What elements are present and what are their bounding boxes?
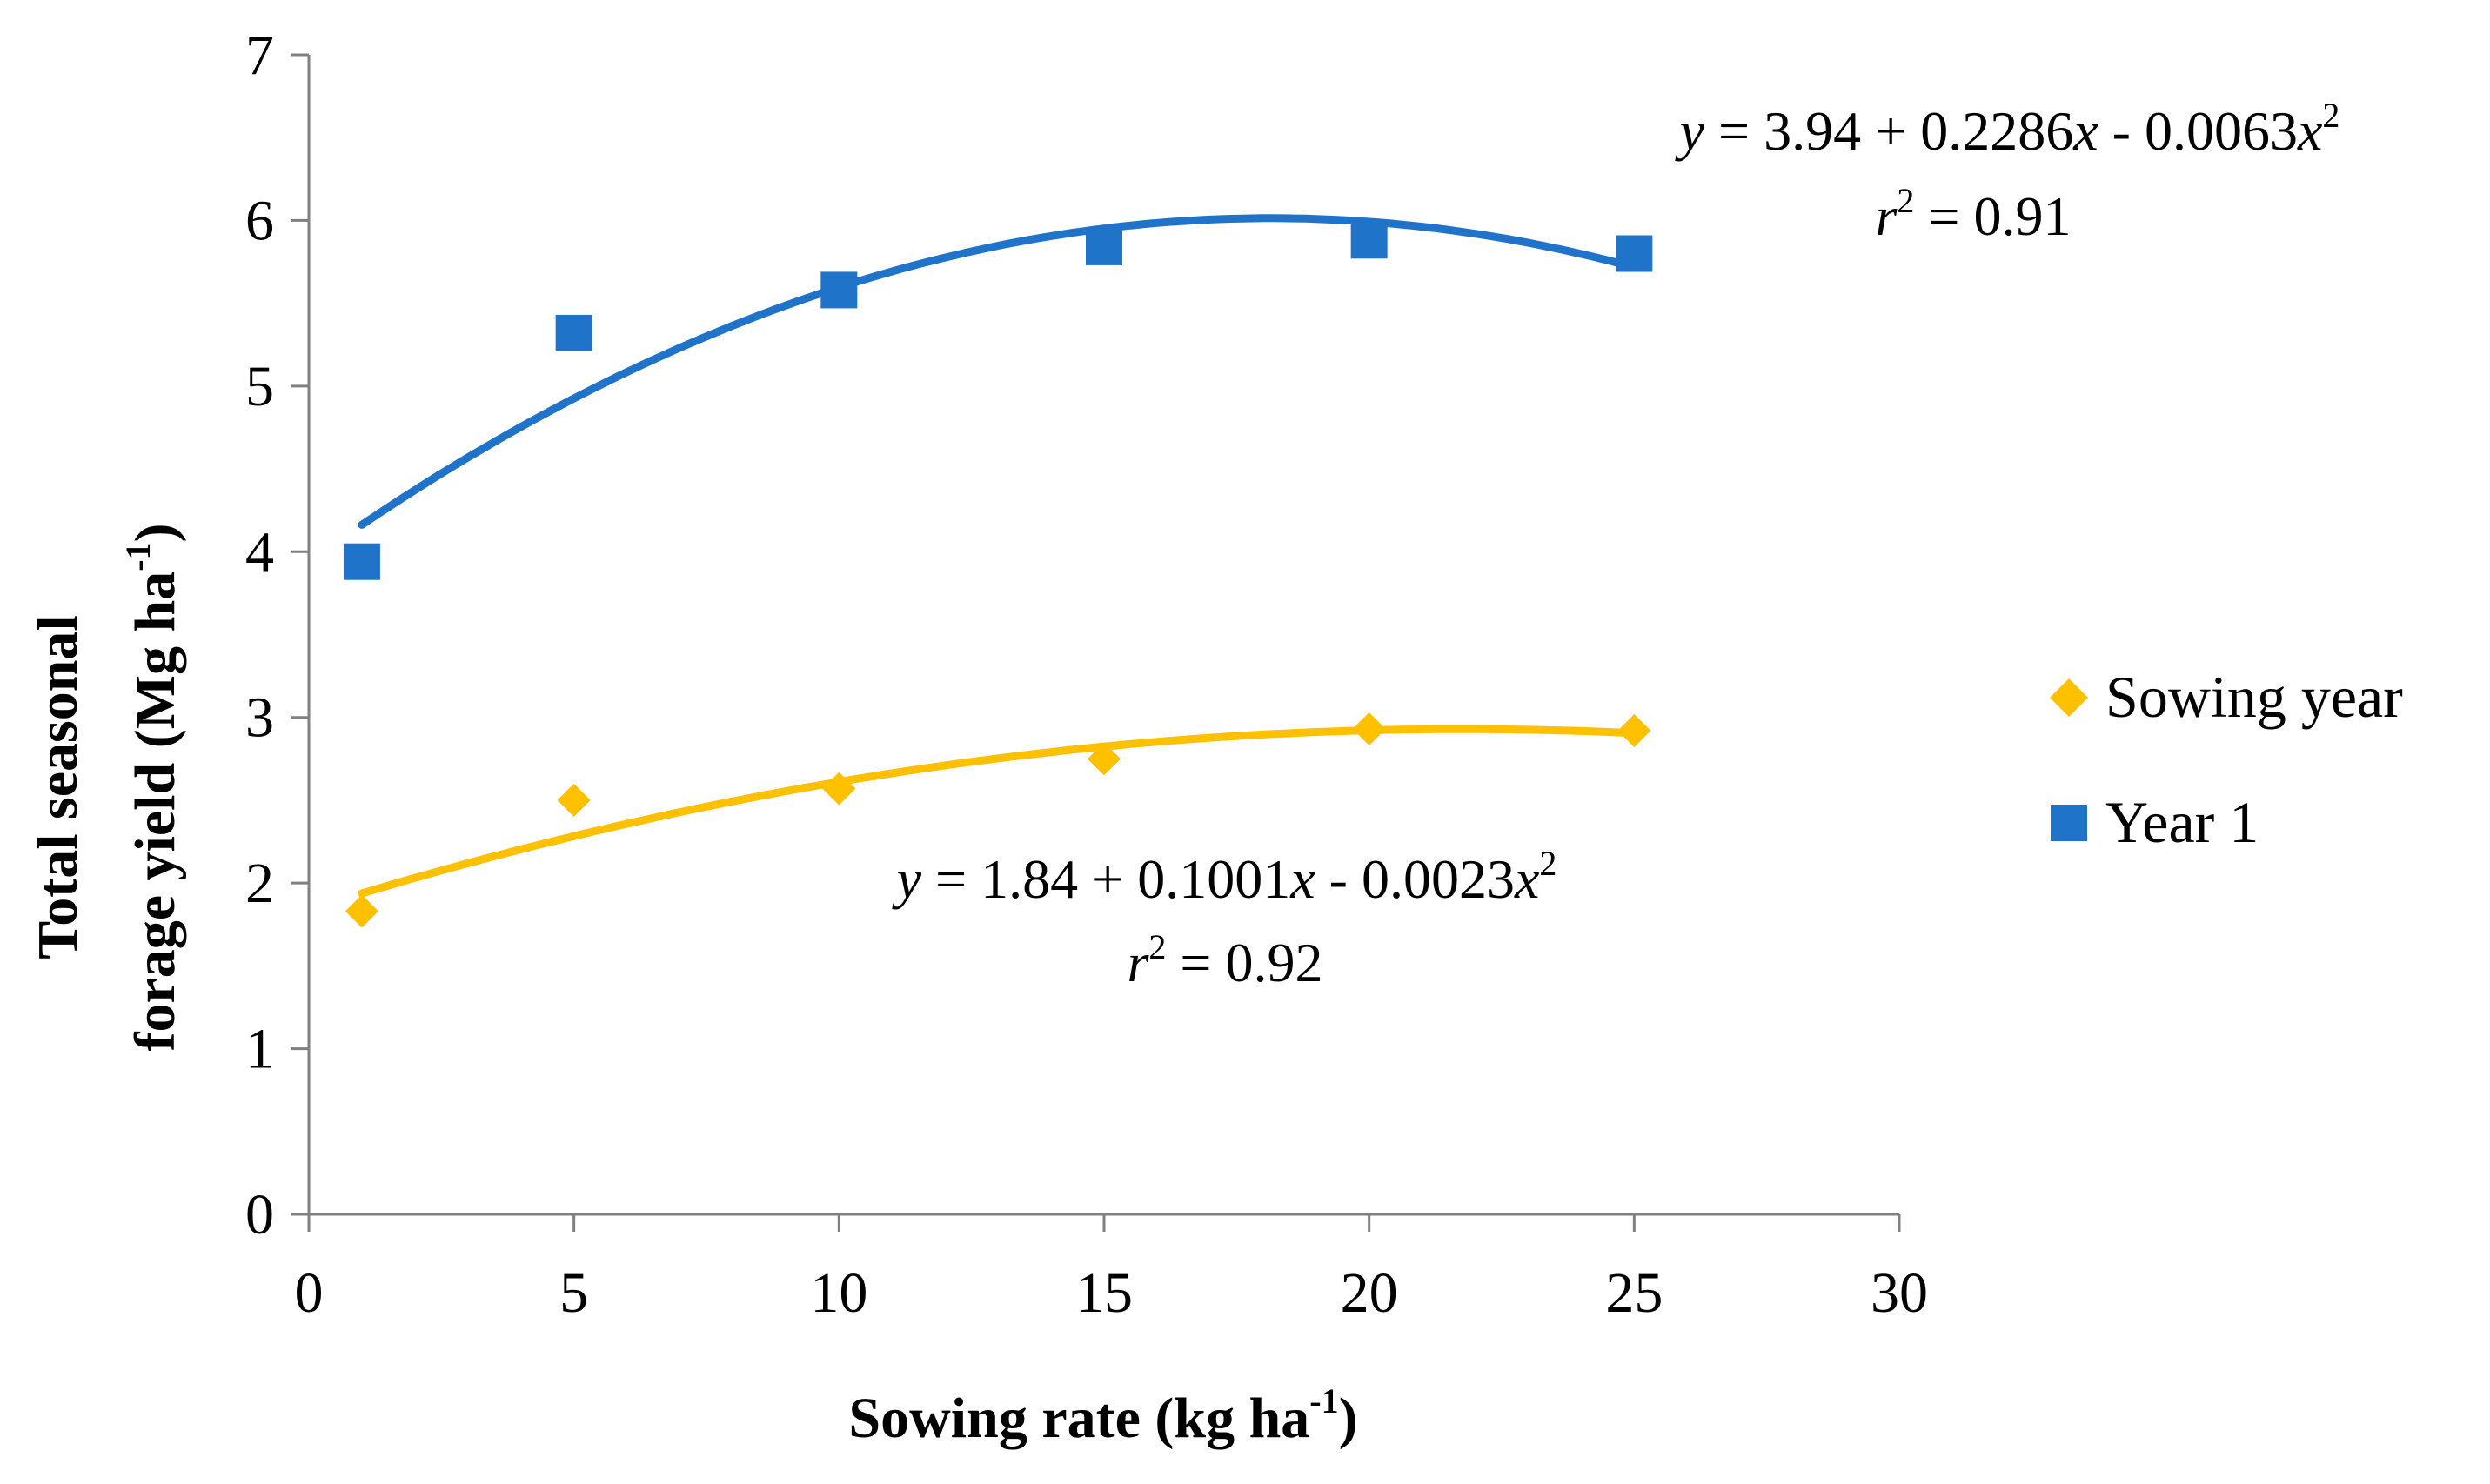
svg-text:forage yield (Mg ha-1): forage yield (Mg ha-1) — [118, 523, 187, 1051]
year-1-point — [820, 271, 858, 309]
x-axis-ticks: 0 5 10 15 20 25 30 — [295, 1214, 1928, 1325]
x-axis-title-sup: -1 — [1309, 1381, 1338, 1420]
sowing-year-equation: y = 1.84 + 0.1001x - 0.0023x2 — [892, 844, 1557, 910]
sowing-year-point — [1352, 712, 1386, 746]
sowing-r2-pow: 2 — [1148, 927, 1166, 966]
sowing-year-point — [1088, 742, 1121, 776]
year-1-point — [1086, 228, 1122, 265]
y-tick-label: 2 — [245, 852, 274, 915]
y-axis-title-close: ) — [124, 523, 187, 542]
x-tick-label: 5 — [559, 1261, 588, 1325]
year1-eq-pow: 2 — [2322, 96, 2339, 135]
year-1-point — [555, 314, 592, 351]
sowing-eq-y: y — [892, 848, 922, 910]
year-1-trendline — [358, 214, 1638, 529]
sowing-eq-x2: x — [1514, 848, 1539, 910]
sowing-year-point — [345, 894, 378, 928]
sowing-r2-value: = 0.92 — [1166, 932, 1322, 993]
x-axis-title: Sowing rate (kg ha-1) — [848, 1381, 1357, 1450]
year1-eq-rhs1: = 3.94 + 0.2286 — [1704, 100, 2073, 162]
plot-area — [343, 214, 1653, 928]
sowing-eq-pow: 2 — [1539, 844, 1556, 883]
year1-r2-value: = 0.91 — [1914, 185, 2071, 247]
x-tick-label: 15 — [1075, 1261, 1133, 1325]
y-tick-label: 3 — [245, 686, 274, 750]
sowing-year-point — [822, 772, 856, 806]
y-tick-label: 6 — [245, 189, 274, 252]
year1-r2-pow: 2 — [1897, 181, 1914, 220]
legend-marker-sowing-year — [2050, 678, 2088, 717]
y-axis-title: Total seasonal forage yield (Mg ha-1) — [26, 523, 187, 1051]
y-tick-label: 5 — [245, 355, 274, 418]
year1-eq-rhs2: - 0.0063 — [2098, 100, 2298, 162]
y-axis-ticks: 0 1 2 3 4 5 6 7 — [245, 23, 309, 1247]
svg-text:Total seasonal: Total seasonal — [26, 615, 90, 959]
x-axis-title-main: Sowing rate (kg ha — [848, 1387, 1309, 1450]
y-axis-title-sup: -1 — [118, 542, 157, 571]
sowing-year-trendline — [358, 725, 1638, 898]
sowing-year-point — [1617, 713, 1651, 747]
x-tick-label: 25 — [1605, 1261, 1663, 1325]
x-tick-label: 20 — [1341, 1261, 1398, 1325]
legend-label-year-1: Year 1 — [2105, 789, 2259, 855]
year1-eq-y: y — [1675, 100, 1705, 162]
year1-r2: r2 = 0.91 — [1876, 181, 2072, 247]
sowing-year-point — [557, 783, 591, 817]
year1-equation: y = 3.94 + 0.2286x - 0.0063x2 — [1675, 96, 2340, 162]
y-tick-label: 1 — [245, 1018, 274, 1081]
year-1-point — [1616, 235, 1653, 272]
y-tick-label: 7 — [245, 23, 274, 87]
sowing-eq-rhs1: = 1.84 + 0.1001 — [921, 848, 1290, 910]
legend-marker-year-1 — [2051, 805, 2087, 841]
sowing-r2-r: r — [1128, 932, 1150, 993]
year-1-point — [343, 543, 380, 580]
y-tick-label: 0 — [245, 1183, 274, 1247]
y-axis-title-line1: Total seasonal — [26, 615, 90, 959]
legend: Sowing year Year 1 — [2050, 664, 2403, 855]
y-tick-label: 4 — [245, 520, 274, 584]
sowing-eq-rhs2: - 0.0023 — [1315, 848, 1515, 910]
year-1-point — [1350, 222, 1388, 259]
x-tick-label: 30 — [1871, 1261, 1928, 1325]
year1-eq-x1: x — [2072, 100, 2098, 162]
sowing-year-r2: r2 = 0.92 — [1128, 927, 1323, 993]
year1-eq-x2: x — [2297, 100, 2322, 162]
legend-label-sowing-year: Sowing year — [2105, 664, 2403, 730]
sowing-eq-x1: x — [1289, 848, 1315, 910]
x-tick-label: 10 — [810, 1261, 867, 1325]
x-tick-label: 0 — [295, 1261, 324, 1325]
y-axis-title-line2: forage yield (Mg ha — [124, 572, 187, 1052]
year1-r2-r: r — [1876, 185, 1898, 247]
x-axis-title-close: ) — [1339, 1387, 1358, 1450]
